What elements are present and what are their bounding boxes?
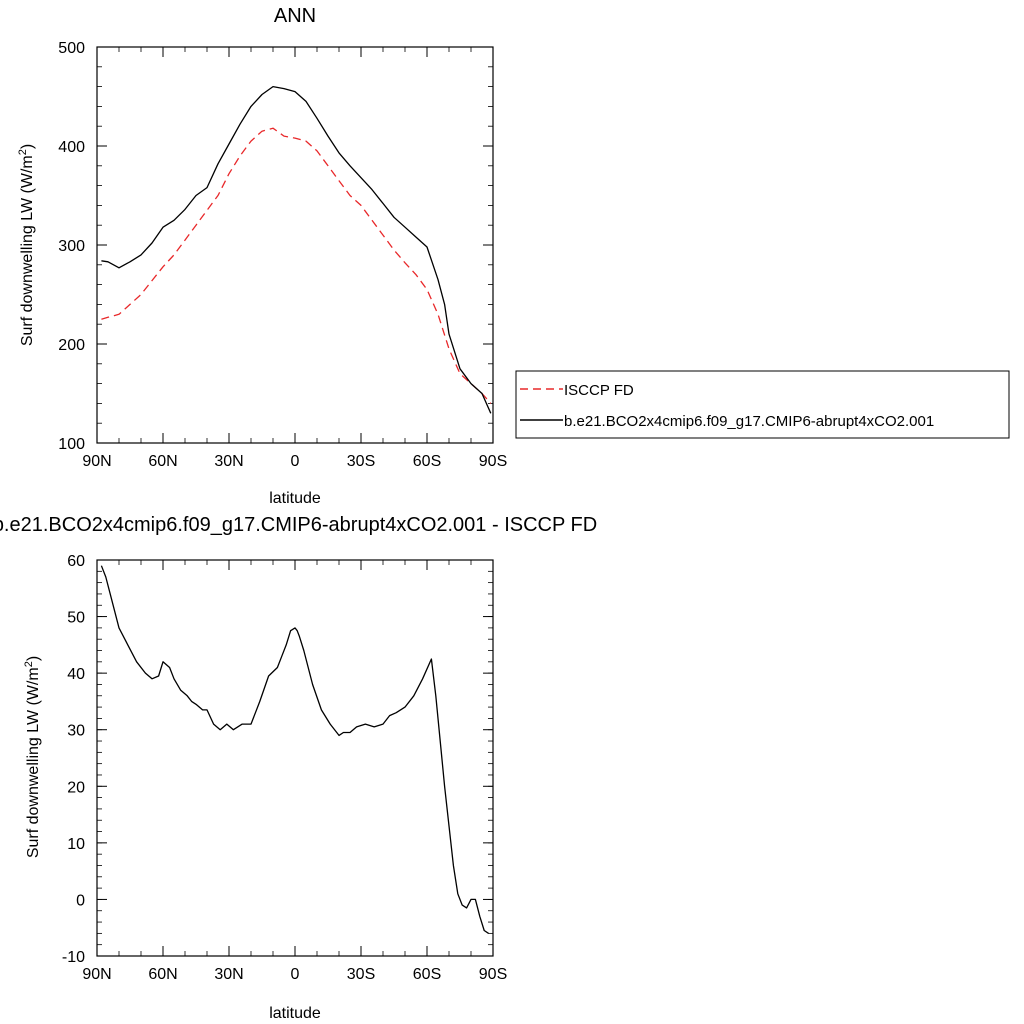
top-y-tick-label: 200 <box>58 337 85 354</box>
top-y-tick-label: 400 <box>58 139 85 156</box>
bot-x-tick-label: 0 <box>291 966 300 983</box>
bottom-y-axis-label-main: Surf downwelling LW (W/m <box>25 667 42 858</box>
top-x-tick-label: 0 <box>291 453 300 470</box>
top-x-tick-label: 90S <box>479 453 507 470</box>
top-panel: ANN 90N 60N 30N 0 30S 60S 90S 100200300400500 … <box>17 5 507 507</box>
bot-x-tick-label: 60S <box>413 966 441 983</box>
top-plot-frame <box>96 46 494 444</box>
top-y-tick-label: 100 <box>58 436 85 453</box>
bot-x-tick-label: 90N <box>82 966 111 983</box>
top-y-axis-label-close: ) <box>19 144 36 149</box>
top-y-axis-label-main: Surf downwelling LW (W/m <box>19 155 36 346</box>
bot-y-tick-label: 60 <box>67 553 85 570</box>
legend-box <box>515 370 1010 439</box>
bottom-series-layer <box>100 565 489 934</box>
bot-x-tick-label: 30N <box>214 966 243 983</box>
top-chart-title: ANN <box>274 5 316 27</box>
bot-y-tick-label: 40 <box>67 666 85 683</box>
top-series-layer <box>101 85 492 414</box>
bot-y-tick-label: 0 <box>76 892 85 909</box>
top-series-line-0 <box>101 127 492 404</box>
bottom-chart-title: b.e21.BCO2x4cmip6.f09_g17.CMIP6-abrupt4x… <box>0 514 597 536</box>
bottom-y-axis-label: Surf downwelling LW (W/m2) <box>23 656 42 858</box>
bot-x-tick-label: 30S <box>347 966 375 983</box>
top-x-tick-label: 30N <box>214 453 243 470</box>
top-x-tick-label: 90N <box>82 453 111 470</box>
bot-y-tick-label: -10 <box>62 949 85 966</box>
bot-y-tick-label: 50 <box>67 610 85 627</box>
top-y-axis-label-sup: 2 <box>17 149 29 155</box>
bottom-x-axis: 90N 60N 30N 0 30S 60S 90S <box>82 560 507 983</box>
top-y-tick-label: 300 <box>58 238 85 255</box>
legend-label-isccp: ISCCP FD <box>564 382 634 399</box>
top-y-axis-label: Surf downwelling LW (W/m2) <box>17 144 36 346</box>
bot-y-tick-label: 30 <box>67 723 85 740</box>
top-x-tick-label: 30S <box>347 453 375 470</box>
bot-y-tick-label: 10 <box>67 836 85 853</box>
top-x-axis-label: latitude <box>269 490 321 507</box>
top-series-line-1 <box>101 85 492 414</box>
top-x-tick-label: 60N <box>148 453 177 470</box>
top-x-axis: 90N 60N 30N 0 30S 60S 90S <box>82 47 507 470</box>
bot-x-tick-label: 90S <box>479 966 507 983</box>
legend-label-model: b.e21.BCO2x4cmip6.f09_g17.CMIP6-abrupt4x… <box>564 413 934 430</box>
bottom-panel: b.e21.BCO2x4cmip6.f09_g17.CMIP6-abrupt4x… <box>0 514 597 1022</box>
bot-x-tick-label: 60N <box>148 966 177 983</box>
bottom-y-axis: -10 0 10 20 30 40 50 60 <box>62 553 493 966</box>
bottom-y-axis-label-sup: 2 <box>23 661 35 667</box>
top-x-tick-label: 60S <box>413 453 441 470</box>
bottom-plot-frame <box>96 559 494 957</box>
bottom-x-axis-label: latitude <box>269 1005 321 1022</box>
bottom-y-axis-label-close: ) <box>25 656 42 661</box>
top-y-axis: 100 200 300 400 500 <box>58 40 493 453</box>
bot-series-line-0 <box>100 565 489 934</box>
legend: ISCCP FD b.e21.BCO2x4cmip6.f09_g17.CMIP6… <box>515 370 1010 439</box>
bot-y-tick-label: 20 <box>67 779 85 796</box>
top-y-tick-label: 500 <box>58 40 85 57</box>
